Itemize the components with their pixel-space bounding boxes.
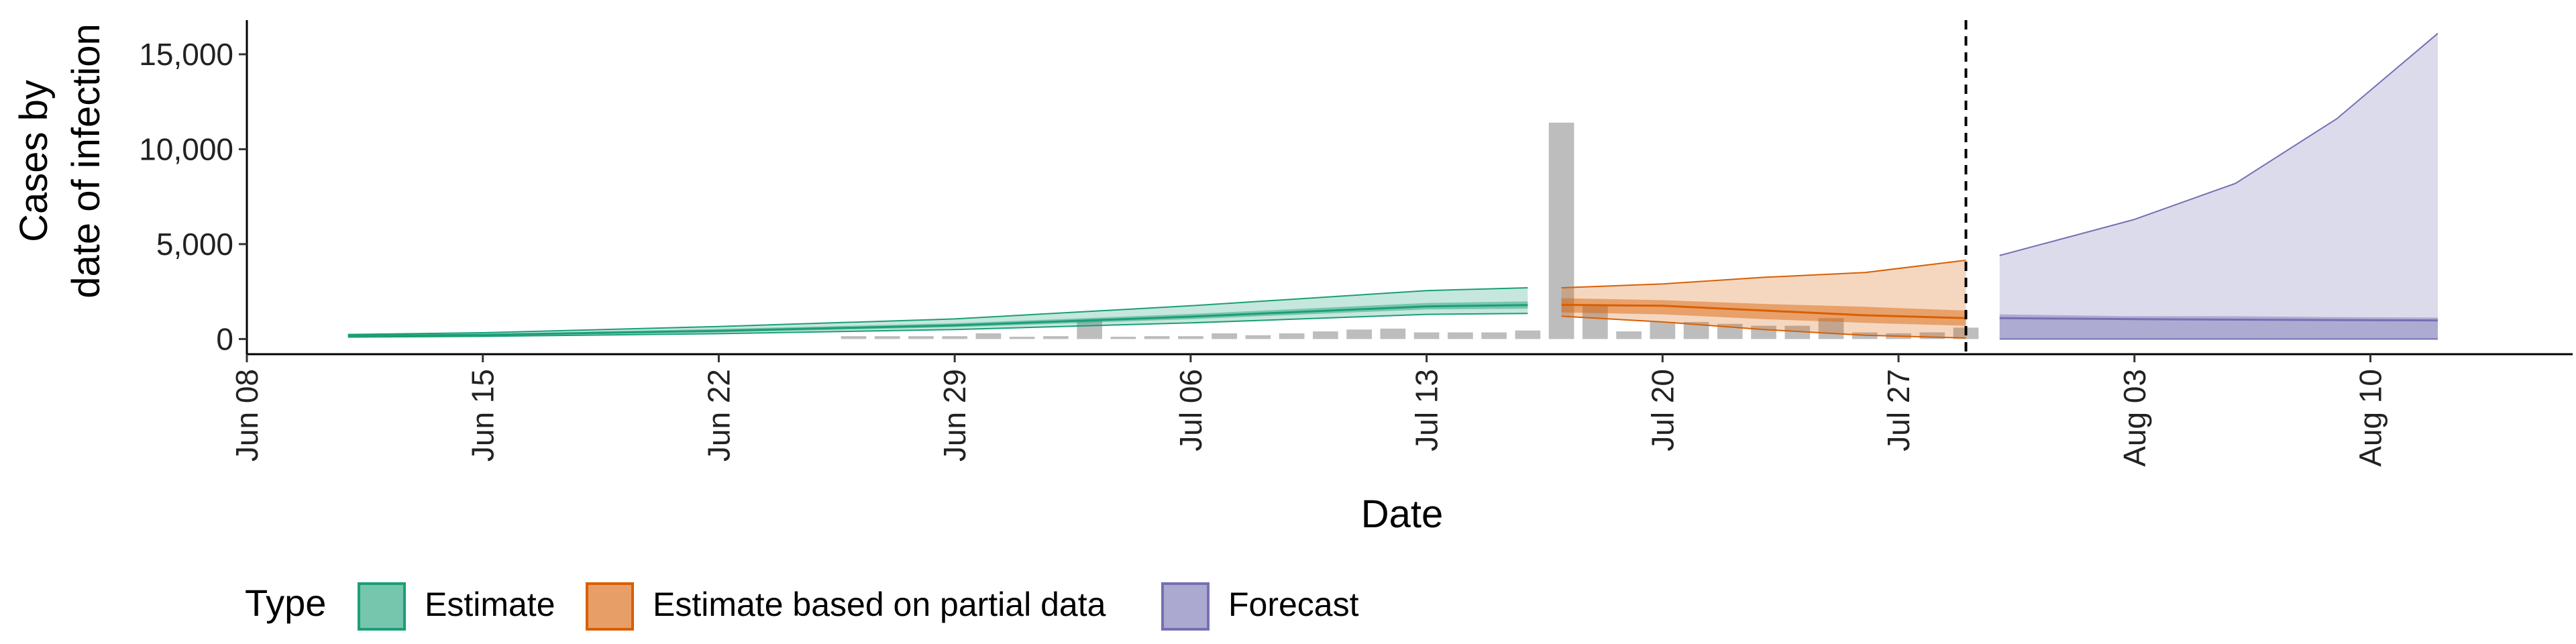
reported-cases-bar — [1313, 331, 1338, 339]
reported-cases-bar — [1380, 328, 1406, 339]
reported-cases-bar — [1077, 320, 1103, 339]
reported-cases-bar — [1548, 122, 1574, 339]
reported-cases-bar — [1413, 332, 1440, 339]
x-tick-label: Jul 27 — [1881, 369, 1916, 451]
reported-cases-bar — [1346, 329, 1372, 339]
legend-label: Estimate — [425, 586, 555, 623]
estimate-based-on-partial-data-ci90-upper-line — [1561, 259, 1966, 288]
reported-cases-bar — [1245, 335, 1271, 339]
estimate-based-on-partial-data-ci90-band — [1561, 260, 1966, 338]
reported-cases-bar — [942, 336, 968, 339]
x-tick-label: Jun 22 — [701, 369, 736, 462]
reported-cases-bar — [1650, 321, 1676, 339]
forecast-ci90-band — [1999, 33, 2438, 339]
x-tick-label: Jul 06 — [1173, 369, 1208, 451]
reported-cases-bar — [1043, 336, 1069, 339]
estimate-ci90-upper-line — [347, 287, 1528, 335]
x-tick-label: Aug 03 — [2117, 369, 2152, 467]
legend: Type Estimate Estimate based on partial d… — [245, 582, 1359, 631]
reported-cases-bar — [1110, 336, 1136, 339]
x-tick-label: Aug 10 — [2353, 369, 2388, 467]
plot-panel — [347, 20, 2438, 354]
legend-key-forecast — [1161, 582, 1210, 631]
legend-label: Forecast — [1228, 586, 1359, 623]
reported-cases-bars — [841, 122, 1979, 339]
reported-cases-bar — [1212, 333, 1237, 339]
estimate-bands — [347, 33, 2438, 340]
y-tick-label: 0 — [216, 321, 233, 356]
x-tick-label: Jun 08 — [229, 369, 264, 462]
reported-cases-bar — [841, 336, 867, 339]
y-axis: 0 5,000 10,000 15,000 — [139, 20, 248, 356]
legend-label: Estimate based on partial data — [653, 586, 1106, 623]
estimate-median-line — [347, 304, 1528, 337]
estimate-based-on-partial-data-median-line — [1561, 303, 1966, 319]
reported-cases-bar — [1784, 325, 1811, 339]
reported-cases-bar — [874, 336, 900, 339]
y-tick-label: 10,000 — [139, 131, 233, 166]
x-tick-label: Jun 29 — [937, 369, 972, 462]
forecast-ci90-upper-line — [1999, 33, 2438, 256]
reported-cases-bar — [1144, 336, 1170, 339]
estimate-ci90-lower-line — [347, 313, 1528, 338]
reported-cases-bar — [1919, 332, 1945, 339]
reported-cases-bar — [1178, 336, 1203, 339]
x-tick-label: Jul 13 — [1409, 369, 1444, 451]
reported-cases-bar — [1279, 333, 1305, 339]
y-tick-label: 5,000 — [156, 227, 233, 262]
y-axis-title: Cases by date of infection — [12, 23, 108, 299]
estimate-ci50-band — [347, 301, 1528, 337]
x-axis: Jun 08 Jun 15 Jun 22 Jun 29 Jul 06 Jul 13 Jul … — [229, 353, 2573, 467]
reported-cases-bar — [1616, 331, 1642, 339]
reported-cases-bar — [1009, 336, 1035, 339]
y-axis-title-line-2: date of infection — [64, 23, 108, 299]
reported-cases-bar — [908, 336, 934, 339]
legend-key-estimate — [358, 582, 406, 631]
forecast-median-line — [1999, 317, 2438, 322]
reported-cases-bar — [1448, 332, 1473, 339]
reported-cases-bar — [1818, 318, 1844, 339]
estimate-based-on-partial-data-ci90-lower-line — [1561, 315, 1966, 339]
y-tick-label: 15,000 — [139, 37, 233, 72]
reported-cases-bar — [1582, 305, 1608, 339]
legend-title: Type — [245, 582, 326, 624]
y-axis-title-line-1: Cases by — [12, 80, 56, 242]
x-axis-title: Date — [1361, 492, 1444, 536]
reported-cases-bar — [1515, 330, 1541, 339]
legend-key-estimate-based-on-partial-data — [586, 582, 634, 631]
x-tick-label: Jul 20 — [1645, 369, 1680, 451]
x-tick-label: Jun 15 — [466, 369, 500, 462]
reported-cases-bar — [975, 333, 1002, 339]
reported-cases-bar — [1481, 332, 1507, 339]
